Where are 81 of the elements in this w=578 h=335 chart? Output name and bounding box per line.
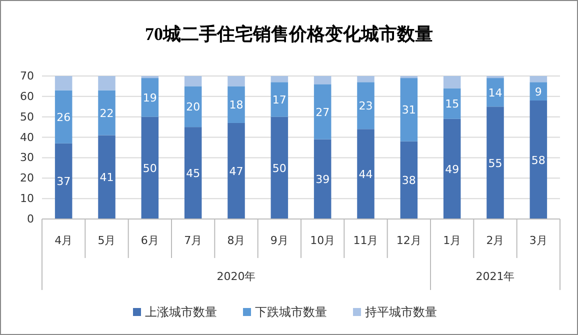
data-label: 27 xyxy=(316,106,330,119)
x-tick-label: 3月 xyxy=(529,234,548,247)
data-label: 38 xyxy=(402,174,416,188)
text: 2021年 xyxy=(476,270,515,283)
x-tick-label: 9月 xyxy=(270,234,288,247)
bar xyxy=(314,84,332,140)
bar xyxy=(184,86,202,128)
bar xyxy=(357,76,374,82)
y-tick-label: 30 xyxy=(20,151,34,164)
data-label: 9 xyxy=(534,85,542,98)
x-tick-label: 8月 xyxy=(227,234,246,247)
data-label: 50 xyxy=(272,162,286,175)
data-label: 41 xyxy=(100,171,114,184)
y-tick-label: 10 xyxy=(20,192,34,206)
data-label: 49 xyxy=(445,162,460,176)
legend-label: 下跌城市数量 xyxy=(255,305,327,319)
data-label: 37 xyxy=(56,175,71,188)
x-tick-label: 1月 xyxy=(443,234,462,247)
data-label: 20 xyxy=(186,100,200,114)
data-label: 58 xyxy=(531,154,546,167)
x-tick-label: 4月 xyxy=(54,234,73,247)
bar xyxy=(270,82,288,117)
data-label: 44 xyxy=(358,168,373,182)
bar xyxy=(530,100,548,219)
bar xyxy=(270,76,288,82)
bar xyxy=(141,78,159,117)
bar xyxy=(228,76,245,86)
bar xyxy=(400,141,418,219)
bar xyxy=(443,118,461,219)
bar xyxy=(314,139,332,219)
y-tick-label: 60 xyxy=(20,90,34,103)
data-label: 18 xyxy=(229,98,244,112)
legend-label: 上涨城市数量 xyxy=(145,305,217,319)
bar xyxy=(54,76,72,90)
y-tick-label: 50 xyxy=(20,110,34,124)
data-label: 50 xyxy=(142,162,157,175)
data-label: 15 xyxy=(445,98,460,111)
data-label: 47 xyxy=(229,164,244,178)
x-tick-label: 12月 xyxy=(396,234,422,247)
data-label: 14 xyxy=(488,86,502,100)
bar xyxy=(228,122,245,219)
x-tick-label: 2月 xyxy=(486,234,504,247)
bar xyxy=(54,143,72,219)
bar xyxy=(270,116,288,219)
bar xyxy=(530,76,548,82)
x-tick-label: 6月 xyxy=(140,234,159,247)
bar xyxy=(228,86,245,123)
data-label: 45 xyxy=(186,167,200,180)
data-label: 23 xyxy=(358,100,373,113)
y-tick-label: 0 xyxy=(27,212,34,226)
bar xyxy=(98,76,116,90)
legend-label: 持平城市数量 xyxy=(365,305,437,319)
bar xyxy=(184,127,202,219)
bar xyxy=(486,106,504,219)
bar xyxy=(486,78,504,107)
text: 2020年 xyxy=(216,270,256,283)
data-label: 19 xyxy=(142,91,157,104)
bar xyxy=(400,78,418,142)
data-label: 17 xyxy=(272,93,286,106)
bar xyxy=(98,135,116,219)
bar xyxy=(54,90,72,144)
y-tick-label: 70 xyxy=(20,70,34,83)
data-label: 26 xyxy=(56,110,71,124)
bar xyxy=(184,76,202,86)
bar xyxy=(141,116,159,219)
bar xyxy=(443,76,461,88)
bar xyxy=(314,76,332,84)
bar xyxy=(98,90,116,136)
data-label: 39 xyxy=(316,173,330,186)
data-label: 31 xyxy=(402,104,416,117)
y-tick-label: 20 xyxy=(20,172,34,185)
x-tick-label: 7月 xyxy=(184,234,202,247)
bar xyxy=(357,82,374,130)
x-tick-label: 5月 xyxy=(98,234,116,247)
chart-title: 70城二手住宅销售价格变化城市数量 xyxy=(145,24,433,44)
y-tick-label: 40 xyxy=(20,130,34,144)
data-label: 22 xyxy=(100,106,114,120)
data-label: 55 xyxy=(488,156,502,170)
x-tick-label: 11月 xyxy=(353,234,378,247)
bar xyxy=(357,129,374,219)
x-tick-label: 10月 xyxy=(310,234,336,247)
